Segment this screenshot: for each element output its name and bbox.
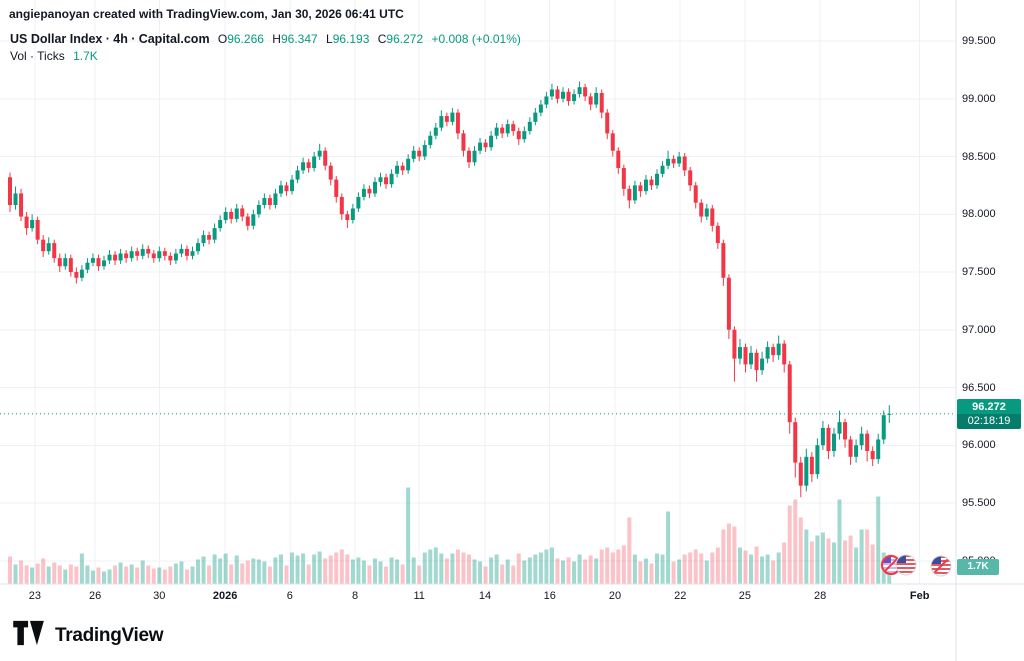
low-number: 96.193 [332,32,370,46]
high-number: 96.347 [280,32,318,46]
open-label: O [217,32,228,46]
legend-symbol-row[interactable]: US Dollar Index · 4h · Capital.com O96.2… [10,31,521,47]
interval-label[interactable]: 4h [113,32,128,46]
current-price-badge: 96.272 02:18:19 [957,398,1021,429]
symbol-name[interactable]: US Dollar Index [10,32,103,46]
open-value: O96.266 [218,32,264,46]
volume-label: Vol [10,49,27,63]
exchange-name[interactable]: Capital.com [138,32,210,46]
volume-axis-badge: 1.7K [957,559,999,575]
tradingview-logo-mark-icon [12,620,46,651]
attribution-text: angiepanoyan created with TradingView.co… [9,7,404,21]
us-flag-icon[interactable] [895,554,917,581]
close-value: C96.272 [378,32,423,46]
low-label: L [326,32,333,46]
low-value: L96.193 [326,32,369,46]
close-label: C [377,32,387,46]
tradingview-logo-text: TradingView [55,624,164,646]
us-flag-icon[interactable] [930,555,952,582]
legend-volume-row[interactable]: Vol · Ticks 1.7K [10,48,521,64]
close-number: 96.272 [386,32,424,46]
high-value: H96.347 [272,32,317,46]
legend-separator: · [131,32,136,46]
bar-countdown-timer: 02:18:19 [957,413,1021,429]
chart-legend: US Dollar Index · 4h · Capital.com O96.2… [10,31,521,64]
current-price-value: 96.272 [957,398,1021,414]
volume-value: 1.7K [73,49,98,63]
tradingview-logo[interactable]: TradingView [12,620,164,651]
volume-source: Ticks [37,49,65,63]
open-number: 96.266 [227,32,264,46]
legend-separator: · [105,32,110,46]
legend-separator: · [30,49,35,63]
high-label: H [272,32,281,46]
change-value: +0.008 (+0.01%) [431,32,521,46]
